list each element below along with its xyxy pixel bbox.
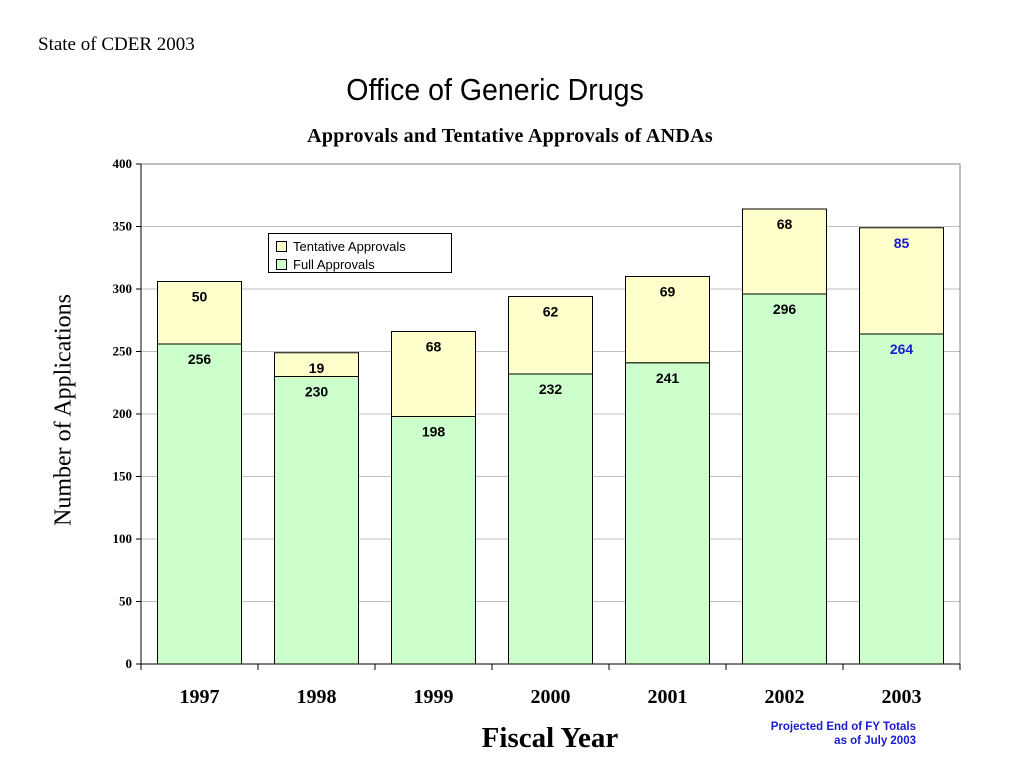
data-label-tentative: 68 xyxy=(777,216,793,232)
data-label-full: 198 xyxy=(422,424,446,440)
data-label-tentative: 50 xyxy=(192,289,208,305)
data-label-full: 232 xyxy=(539,381,563,397)
data-label-tentative: 85 xyxy=(894,235,910,251)
x-axis-label: Fiscal Year xyxy=(481,722,619,754)
data-label-tentative: 19 xyxy=(309,360,325,376)
legend-swatch-tentative xyxy=(276,240,287,252)
bar-tentative-approvals xyxy=(391,331,476,417)
x-tick-label: 2001 xyxy=(648,686,688,708)
x-tick-label: 2003 xyxy=(882,686,922,708)
bar-full-approvals xyxy=(157,343,242,665)
bar-tentative-approvals xyxy=(859,227,944,335)
data-label-full: 241 xyxy=(656,370,680,386)
data-label-full: 264 xyxy=(890,341,914,357)
y-tick-label: 200 xyxy=(113,406,133,421)
x-tick-label: 2002 xyxy=(765,686,805,708)
y-tick-label: 150 xyxy=(113,469,133,484)
bar-full-approvals xyxy=(742,293,827,665)
y-tick-label: 400 xyxy=(113,156,133,171)
slide-title: Office of Generic Drugs xyxy=(346,72,644,107)
legend-label-tentative: Tentative Approvals xyxy=(293,238,406,254)
y-tick-label: 100 xyxy=(113,531,133,546)
bar-tentative-approvals xyxy=(274,352,359,377)
projection-footnote: Projected End of FY Totals as of July 20… xyxy=(716,720,916,748)
y-tick-label: 350 xyxy=(113,219,133,234)
bar-full-approvals xyxy=(274,376,359,665)
y-tick-label: 0 xyxy=(126,656,133,671)
y-tick-label: 50 xyxy=(119,594,132,609)
chart-title: Approvals and Tentative Approvals of AND… xyxy=(307,125,713,147)
data-label-full: 296 xyxy=(773,301,797,317)
bar-tentative-approvals xyxy=(625,276,710,364)
bar-full-approvals xyxy=(508,373,593,665)
footnote-line-1: Projected End of FY Totals xyxy=(770,721,916,733)
legend-item-full: Full Approvals xyxy=(276,255,451,273)
legend-item-tentative: Tentative Approvals xyxy=(276,237,451,255)
data-label-tentative: 69 xyxy=(660,284,676,300)
y-tick-label: 250 xyxy=(113,344,133,359)
data-label-full: 256 xyxy=(188,351,212,367)
bar-full-approvals xyxy=(625,362,710,665)
data-label-tentative: 62 xyxy=(543,304,559,320)
bar-full-approvals xyxy=(391,416,476,665)
y-tick-label: 300 xyxy=(113,281,133,296)
legend-label-full: Full Approvals xyxy=(293,256,375,272)
data-label-tentative: 68 xyxy=(426,339,442,355)
x-tick-label: 1999 xyxy=(414,686,454,708)
bar-tentative-approvals xyxy=(508,296,593,375)
header-label: State of CDER 2003 xyxy=(38,34,195,55)
x-tick-label: 1997 xyxy=(180,686,220,708)
bar-tentative-approvals xyxy=(742,208,827,295)
chart-legend: Tentative Approvals Full Approvals xyxy=(268,233,452,273)
bar-tentative-approvals xyxy=(157,281,242,345)
y-axis-label: Number of Applications xyxy=(50,294,77,526)
bar-full-approvals xyxy=(859,333,944,665)
x-tick-label: 2000 xyxy=(531,686,571,708)
footnote-line-2: as of July 2003 xyxy=(834,735,916,747)
data-label-full: 230 xyxy=(305,384,329,400)
legend-swatch-full xyxy=(276,258,287,270)
x-tick-label: 1998 xyxy=(297,686,337,708)
